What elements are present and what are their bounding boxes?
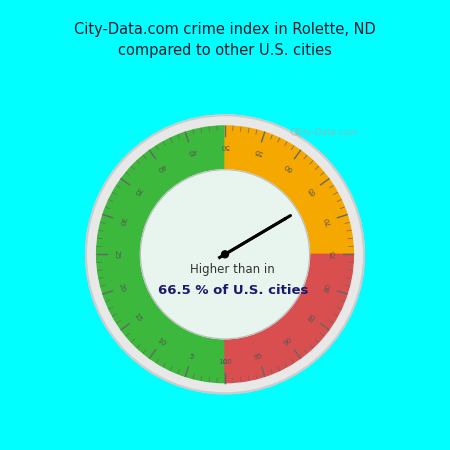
Circle shape: [86, 116, 364, 393]
Circle shape: [140, 170, 310, 339]
Text: 75: 75: [330, 250, 336, 259]
Circle shape: [86, 115, 365, 394]
Text: 15: 15: [132, 312, 143, 323]
Text: 5: 5: [189, 353, 195, 360]
Text: 40: 40: [156, 162, 167, 172]
Text: Higher than in: Higher than in: [190, 263, 275, 276]
Text: 60: 60: [283, 162, 294, 172]
Text: 85: 85: [307, 312, 318, 323]
Text: 100: 100: [218, 359, 232, 365]
Text: 55: 55: [253, 147, 264, 156]
Text: 10: 10: [156, 337, 167, 347]
Text: City-Data.com crime index in Rolette, ND: City-Data.com crime index in Rolette, ND: [74, 22, 376, 37]
Text: 35: 35: [132, 185, 143, 196]
Text: compared to other U.S. cities: compared to other U.S. cities: [118, 43, 332, 58]
Text: 80: 80: [324, 282, 332, 293]
Text: 30: 30: [118, 216, 126, 226]
Text: 65: 65: [307, 185, 318, 196]
Wedge shape: [97, 126, 225, 382]
Text: 95: 95: [253, 353, 264, 361]
Text: 70: 70: [324, 216, 332, 226]
Text: 50: 50: [220, 143, 230, 149]
Text: 45: 45: [186, 147, 197, 156]
Wedge shape: [225, 254, 353, 382]
Text: 25: 25: [114, 250, 120, 259]
Text: 66.5 % of U.S. cities: 66.5 % of U.S. cities: [158, 284, 308, 297]
Wedge shape: [225, 126, 353, 254]
Text: City-Data.com: City-Data.com: [295, 128, 359, 137]
Text: 90: 90: [283, 337, 294, 347]
Circle shape: [221, 251, 229, 258]
Text: 0: 0: [223, 359, 227, 365]
Text: 20: 20: [118, 282, 126, 293]
